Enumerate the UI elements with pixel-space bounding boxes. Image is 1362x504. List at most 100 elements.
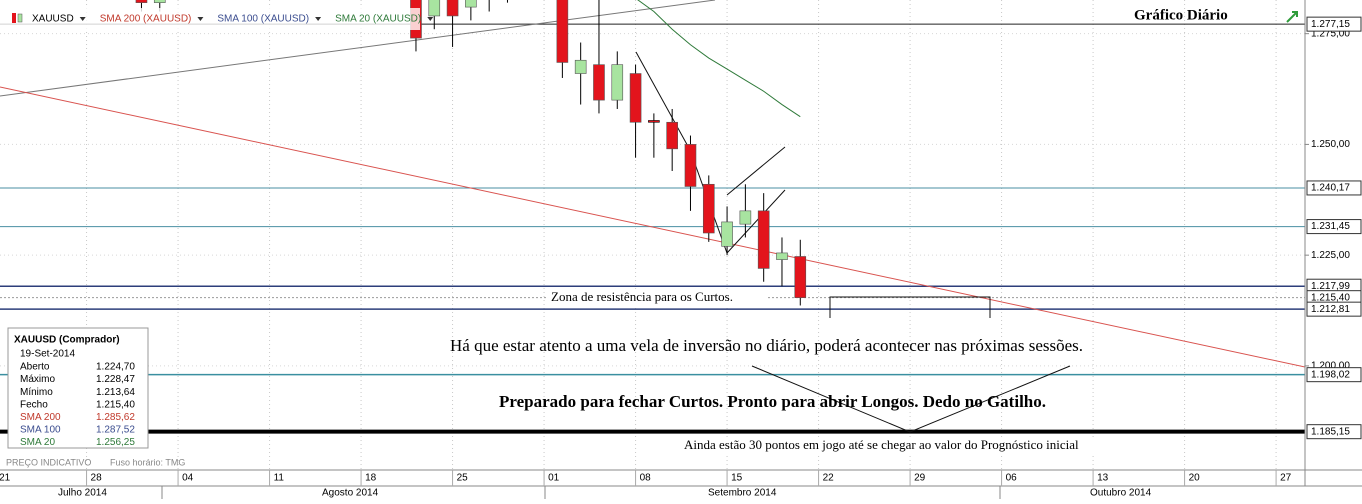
- level-label-box: [1306, 424, 1362, 440]
- candle-body: [757, 210, 770, 269]
- month-label: Agosto 2014: [322, 488, 379, 499]
- candle-body: [776, 252, 788, 260]
- pattern-line: [726, 146, 786, 196]
- info-value: 1.285,62: [96, 412, 135, 423]
- sma-line: [637, 0, 801, 118]
- level-label-box: [1306, 219, 1362, 235]
- y-tick-label: 1.275,00: [1311, 28, 1350, 39]
- x-tick-label: 20: [1189, 473, 1201, 484]
- levels: [0, 23, 1305, 434]
- level-label-box: [1306, 367, 1362, 383]
- info-rows: Aberto 1.224,70 Máximo 1.228,47 Mínimo 1.213,…: [20, 362, 135, 449]
- legend-entry[interactable]: SMA 20 (XAUUSD): [335, 14, 421, 25]
- candle-body: [135, 0, 148, 3]
- candle-body: [465, 0, 477, 8]
- legend-entry[interactable]: XAUUSD: [32, 14, 74, 25]
- info-box: [7, 327, 149, 449]
- candle-body: [648, 120, 660, 123]
- candle-body: [739, 210, 752, 225]
- candle-body: [593, 64, 605, 101]
- x-tick-label: 08: [640, 473, 652, 484]
- legend-entry[interactable]: SMA 200 (XAUUSD): [100, 14, 192, 25]
- x-tick-label: 28: [91, 473, 103, 484]
- trendline: [0, 86, 1305, 368]
- candle-body: [611, 64, 624, 101]
- info-label: Máximo: [20, 374, 55, 385]
- level-label: 1.217,99: [1311, 281, 1350, 292]
- axes: 21 28 04 11 18 25 01 08 15 22 29 06 13 20 271.275,001.…: [0, 16, 1362, 486]
- level-label: 1.198,02: [1311, 369, 1350, 380]
- candle-body: [446, 0, 459, 17]
- info-value: 1.256,25: [96, 437, 135, 448]
- legend-icon: [12, 13, 16, 23]
- candle-body: [574, 59, 587, 74]
- candle-body: [702, 183, 715, 234]
- annotation: Preparado para fechar Curtos. Pronto par…: [499, 392, 1046, 411]
- annotation: Há que estar atento a uma vela de invers…: [450, 336, 1083, 355]
- info-value: 1.287,52: [96, 425, 135, 436]
- candle-body: [428, 0, 441, 17]
- info-label: Aberto: [20, 362, 50, 373]
- footer: PREÇO INDICATIVO: [6, 457, 91, 467]
- info-value: 1.213,64: [96, 387, 135, 398]
- y-tick-label: 1.225,00: [1311, 250, 1350, 261]
- level-label-box: [1306, 180, 1362, 196]
- level-label: 1.212,81: [1311, 304, 1350, 315]
- bracket: [751, 365, 1071, 433]
- annotation: Zona de resistência para os Curtos.: [551, 289, 733, 304]
- info-value: 1.228,47: [96, 374, 135, 385]
- chart-title: Gráfico Diário: [1134, 7, 1228, 23]
- footer: Fuso horário: TMG: [110, 457, 185, 467]
- month-label: Julho 2014: [58, 488, 107, 499]
- legend: XAUUSD SMA 200 (XAUUSD) SMA 100 (XAUUSD) SM…: [12, 13, 434, 25]
- legend-entry[interactable]: SMA 100 (XAUUSD): [217, 14, 309, 25]
- level-label: 1.231,45: [1311, 221, 1350, 232]
- level-label: 1.185,15: [1311, 426, 1350, 437]
- info-label: SMA 20: [20, 437, 55, 448]
- candle-body: [153, 0, 166, 3]
- legend-icon: [17, 13, 23, 23]
- x-tick-label: 01: [548, 473, 560, 484]
- legend-dropdown: [315, 17, 322, 21]
- month-label: Setembro 2014: [708, 488, 777, 499]
- x-tick-label: 15: [731, 473, 743, 484]
- x-tick-label: 22: [823, 473, 835, 484]
- y-tick-label: 1.200,00: [1311, 361, 1350, 372]
- info-label: Mínimo: [20, 387, 53, 398]
- legend-dropdown: [79, 17, 86, 21]
- x-tick-label: 25: [457, 473, 469, 484]
- x-tick-label: 18: [365, 473, 377, 484]
- level-label: 1.277,15: [1311, 19, 1350, 30]
- info-value: 1.215,40: [96, 399, 135, 410]
- trendline: [0, 0, 716, 97]
- level-label: 1.240,17: [1311, 183, 1350, 194]
- annotation-bg: [548, 290, 768, 306]
- info-date: 19-Set-2014: [20, 349, 75, 360]
- candle-body: [629, 73, 642, 123]
- annotation-bg: [680, 437, 1145, 453]
- month-label: Outubro 2014: [1090, 488, 1152, 499]
- y-tick-label: 1.250,00: [1311, 139, 1350, 150]
- x-tick-label: 06: [1006, 473, 1018, 484]
- candle-body: [721, 221, 733, 247]
- x-tick-label: 21: [0, 473, 11, 484]
- x-tick-label: 13: [1097, 473, 1109, 484]
- x-tick-label: 04: [182, 473, 194, 484]
- info-title: XAUUSD (Comprador): [14, 335, 120, 346]
- x-tick-label: 27: [1280, 473, 1292, 484]
- level-label: 1.215,40: [1311, 292, 1350, 303]
- trendlines: [0, 0, 1305, 433]
- legend-dropdown: [197, 17, 204, 21]
- level-label-box: [1306, 16, 1362, 32]
- info-value: 1.224,70: [96, 362, 135, 373]
- candles: [135, 0, 807, 306]
- info-label: SMA 100: [20, 425, 61, 436]
- annotation: Ainda estão 30 pontos em jogo até se che…: [684, 437, 1079, 452]
- trend-icon: [1286, 11, 1298, 23]
- info-label: SMA 200: [20, 412, 61, 423]
- info-label: Fecho: [20, 399, 48, 410]
- candle-body: [556, 0, 569, 63]
- x-tick-label: 29: [914, 473, 926, 484]
